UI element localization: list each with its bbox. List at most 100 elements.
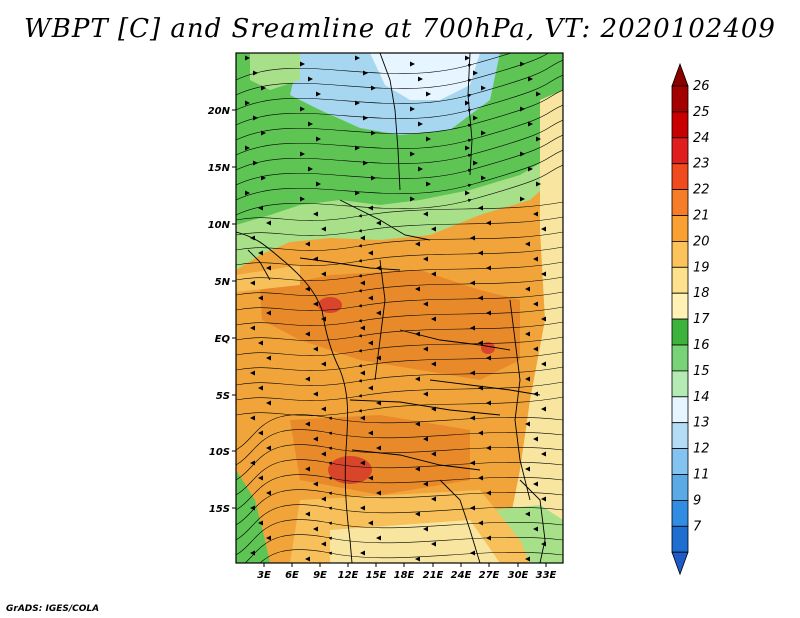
chart-title: WBPT [C] and Sreamline at 700hPa, VT: 20… [24,14,776,44]
streamline-arrow [258,295,263,301]
streamline-arrow [376,445,381,451]
boundary-line [429,379,541,396]
streamline-arrow [376,490,381,496]
streamline-arrow [486,220,491,226]
streamline-arrow [410,196,415,202]
streamline-arrow [418,121,423,127]
streamline-arrow [541,226,546,232]
lat-tick-label: 5N [215,277,231,288]
streamline-arrow [305,511,310,517]
colorbar-label: 14 [693,390,710,405]
streamline-arrow [376,400,381,406]
colorbar-bottom-arrow [671,551,689,576]
streamline [236,396,563,416]
streamline-arrow [360,415,365,421]
streamline-arrow [258,385,263,391]
streamline [236,104,563,156]
streamline-arrow [525,376,530,382]
streamline-arrow [300,106,305,112]
streamline-arrow [478,340,483,346]
boundary-line [519,479,546,563]
streamline-arrow [541,451,546,457]
streamline [236,291,563,311]
field-red-spot-central [318,297,342,313]
colorbar-top-arrow [671,62,689,87]
streamline-arrow [321,451,326,457]
streamline-arrow [528,121,533,127]
lon-tick-label: 9E [313,570,327,581]
streamline-arrow [423,526,428,532]
streamline-arrow [423,301,428,307]
streamline-arrow [478,295,483,301]
streamline-arrow [533,301,538,307]
streamline-arrow [423,436,428,442]
streamline [236,306,563,326]
streamline [236,519,563,556]
colorbar-label: 22 [693,183,710,198]
longitude-axis: 3E 6E 9E 12E 15E 18E 21E 24E 27E 30E 33E [257,563,557,581]
streamline-arrow [536,181,541,187]
streamline-arrow [266,220,271,226]
streamline-arrow [533,256,538,262]
streamline-arrow [308,76,313,82]
streamline-arrow [541,271,546,277]
streamline-arrow [541,361,546,367]
field-green-nw [250,53,300,90]
streamline-arrow [266,265,271,271]
colorbar-label: 16 [693,338,710,353]
streamline-arrow [261,130,266,136]
streamline-arrow [525,286,530,292]
streamline-arrow [250,280,255,286]
streamline-arrow [478,520,483,526]
streamline-arrow [481,130,486,136]
streamline-arrow [415,466,420,472]
boundary-line [509,299,531,501]
streamline-arrow [541,541,546,547]
streamline-arrow [355,190,360,196]
streamline [236,444,563,481]
streamline-arrow [470,415,475,421]
streamline-arrow [418,166,423,172]
streamline-arrow [426,181,431,187]
streamline [236,351,563,371]
streamline-arrow [426,136,431,142]
streamline-arrow [316,181,321,187]
field-red-spot-east [481,342,495,354]
streamline-arrow [250,415,255,421]
streamline [236,459,563,496]
streamline-arrow [465,55,470,61]
field-orange-light-west [236,265,300,292]
lat-tick-label: 20N [208,106,231,117]
colorbar-swatch [671,474,689,501]
streamline [236,216,563,236]
streamline-arrow [305,421,310,427]
colorbar-swatch [671,266,689,294]
streamline [244,534,563,563]
streamline-arrow [376,220,381,226]
colorbar-label: 19 [693,260,710,275]
streamline-arrow [473,70,478,76]
streamline-arrow [470,325,475,331]
streamline-arrow [465,145,470,151]
streamline-arrow [470,280,475,286]
lat-tick-label: 15N [208,163,231,174]
colorbar: 26 25 24 23 22 21 20 19 18 17 16 15 14 13 12 11 9 7 [671,62,710,576]
lon-tick-label: 21E [423,570,444,581]
streamlines [236,53,563,563]
streamline-arrow [415,421,420,427]
streamline-arrow [250,550,255,556]
streamline-arrow [410,106,415,112]
streamline-arrow [541,496,546,502]
colorbar-label: 9 [693,493,701,508]
streamline [236,336,563,356]
colorbar-swatch [671,396,689,424]
colorbar-label: 17 [693,312,710,327]
colorbar-label: 18 [693,286,710,301]
streamline-arrow [431,226,436,232]
streamline-arrow [423,391,428,397]
streamline-arrow [418,76,423,82]
streamline [236,246,563,266]
streamline-arrow [355,100,360,106]
streamline [236,74,563,126]
streamline-arrow [368,430,373,436]
